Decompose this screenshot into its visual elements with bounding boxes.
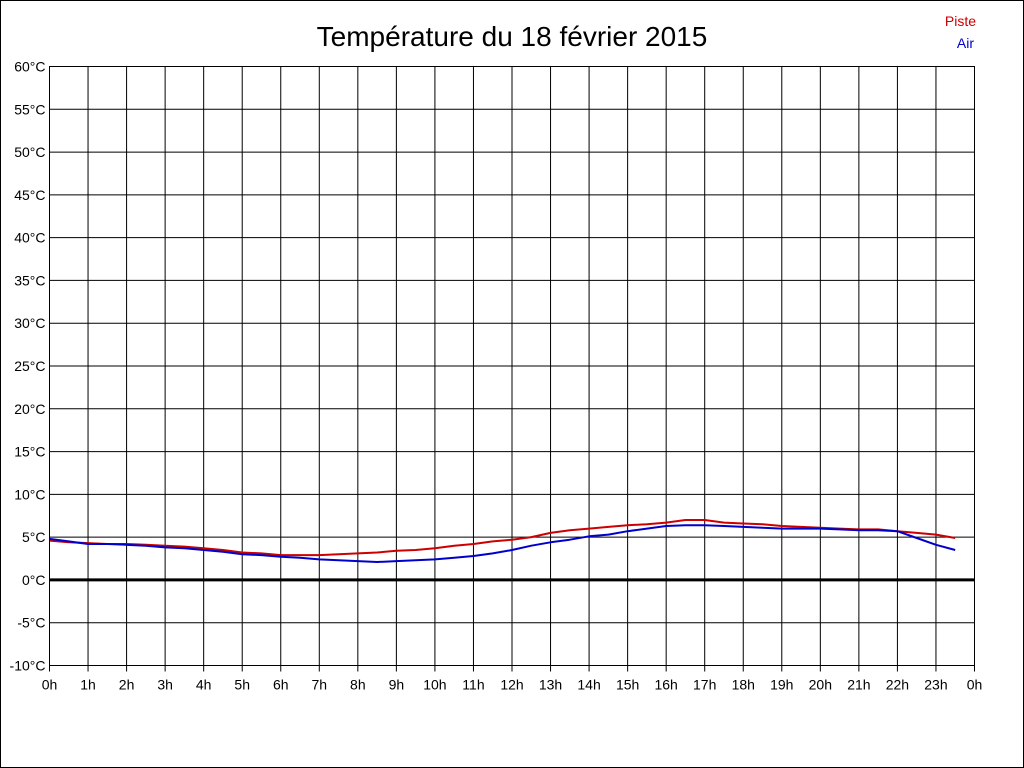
x-tick-label: 21h <box>847 677 870 693</box>
y-tick-label: 20°C <box>14 401 45 417</box>
x-tick-label: 20h <box>809 677 832 693</box>
y-tick-label: 30°C <box>14 315 45 331</box>
y-axis-ticks: -10°C -5°C 0°C 5°C 10°C 15°C 20°C 25°C 30°C 35°C 4… <box>10 59 46 674</box>
y-tick-label: 35°C <box>14 272 45 288</box>
y-tick-label: 60°C <box>14 59 45 75</box>
grid <box>49 66 975 672</box>
x-tick-label: 23h <box>924 677 947 693</box>
x-tick-label: 22h <box>886 677 909 693</box>
x-tick-label: 6h <box>273 677 289 693</box>
x-tick-label: 8h <box>350 677 366 693</box>
y-tick-label: 25°C <box>14 358 45 374</box>
y-tick-label: 45°C <box>14 187 45 203</box>
x-tick-label: 5h <box>234 677 250 693</box>
x-tick-label: 19h <box>770 677 793 693</box>
x-tick-label: 10h <box>423 677 446 693</box>
y-tick-label: -5°C <box>17 615 45 631</box>
x-tick-label: 0h <box>967 677 983 693</box>
x-tick-label: 0h <box>42 677 58 693</box>
x-tick-label: 11h <box>462 677 484 693</box>
y-tick-label: 40°C <box>14 230 45 246</box>
x-tick-label: 7h <box>312 677 328 693</box>
x-tick-label: 15h <box>616 677 639 693</box>
x-tick-label: 18h <box>732 677 755 693</box>
x-tick-label: 12h <box>500 677 523 693</box>
y-tick-label: 5°C <box>22 529 46 545</box>
y-tick-label: 55°C <box>14 101 45 117</box>
series-line-piste <box>49 519 956 557</box>
x-tick-label: 4h <box>196 677 212 693</box>
legend: Piste Air <box>945 13 976 51</box>
x-tick-label: 3h <box>157 677 173 693</box>
x-tick-label: 16h <box>654 677 677 693</box>
series-line-air <box>49 524 956 563</box>
x-tick-label: 9h <box>389 677 405 693</box>
chart-title: Température du 18 février 2015 <box>317 21 708 52</box>
series-layer <box>49 519 956 563</box>
y-tick-label: -10°C <box>10 658 46 674</box>
x-tick-label: 14h <box>577 677 600 693</box>
y-tick-label: 0°C <box>22 572 46 588</box>
y-tick-label: 15°C <box>14 444 45 460</box>
x-tick-label: 17h <box>693 677 716 693</box>
y-tick-label: 10°C <box>14 486 45 502</box>
x-tick-label: 2h <box>119 677 135 693</box>
x-tick-label: 13h <box>539 677 562 693</box>
x-axis-ticks: 0h 1h 2h 3h 4h 5h 6h 7h 8h 9h 10h 11h 12h 13h 14h 15h 16… <box>42 677 983 693</box>
x-tick-label: 1h <box>80 677 96 693</box>
y-tick-label: 50°C <box>14 144 45 160</box>
plot-area-border <box>49 66 975 666</box>
legend-entry-piste: Piste <box>945 13 976 29</box>
legend-entry-air: Air <box>957 35 974 51</box>
